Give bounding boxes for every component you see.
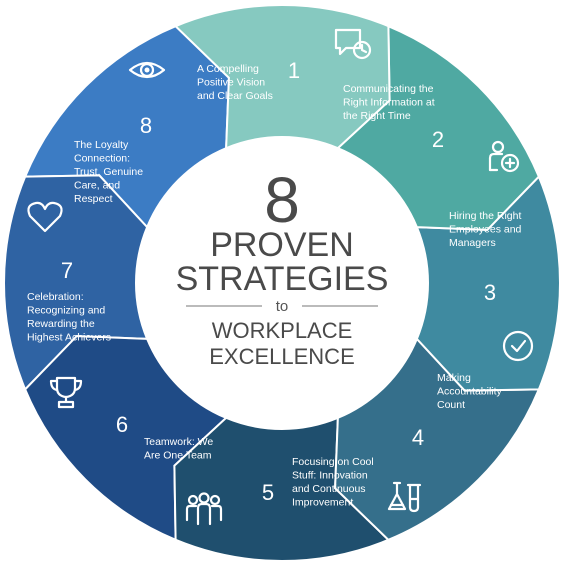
segment-7-label-line: Celebration: bbox=[27, 291, 84, 303]
segment-5-label: Focusing on Cool Stuff: Innovation and Con… bbox=[292, 456, 374, 509]
team-icon bbox=[185, 492, 223, 526]
segment-1-label-line: Positive Vision bbox=[197, 77, 265, 89]
segment-1-number: 1 bbox=[288, 58, 300, 83]
segment-4-label-line: Accountability bbox=[437, 386, 503, 398]
segment-4-number: 4 bbox=[412, 425, 424, 450]
segment-7-number: 7 bbox=[61, 258, 73, 283]
center-connector: to bbox=[276, 298, 289, 315]
segment-5-label-line: Focusing on Cool bbox=[292, 456, 374, 468]
segment-4-label-line: Making bbox=[437, 372, 471, 384]
segment-5-label-line: Improvement bbox=[292, 497, 353, 509]
segment-7-label-line: Recognizing and bbox=[27, 305, 105, 317]
segment-6-label-line: Teamwork: We bbox=[144, 436, 213, 448]
center-number: 8 bbox=[264, 164, 300, 236]
center-line-excellence: EXCELLENCE bbox=[209, 344, 355, 369]
segment-8-label-line: Respect bbox=[74, 193, 113, 205]
segment-3-label: Hiring the Right Employees and Managers bbox=[449, 210, 522, 249]
segment-5-label-line: Stuff: Innovation bbox=[292, 470, 368, 482]
segment-5-label-line: and Continuous bbox=[292, 483, 366, 495]
segment-1-label-line: A Compelling bbox=[197, 63, 259, 75]
chat-clock-icon bbox=[334, 28, 372, 60]
segment-8-label-line: Trust, Genuine bbox=[74, 166, 143, 178]
segment-7-label-line: Rewarding the bbox=[27, 318, 95, 330]
segment-7 bbox=[3, 174, 149, 392]
segment-2-label: Communicating the Right Information at the… bbox=[343, 83, 435, 122]
segment-2-number: 2 bbox=[432, 127, 444, 152]
center-circle bbox=[140, 141, 424, 425]
checkmark-icon bbox=[502, 330, 534, 362]
segment-8-label-line: The Loyalty bbox=[74, 139, 129, 151]
segment-2-label-line: the Right Time bbox=[343, 110, 411, 122]
segment-8-number: 8 bbox=[140, 113, 152, 138]
segment-2 bbox=[336, 24, 541, 231]
segment-1-label-line: and Clear Goals bbox=[197, 90, 273, 102]
center-line-strategies: STRATEGIES bbox=[176, 260, 389, 298]
wheel-icons bbox=[27, 28, 534, 526]
segment-3-number: 3 bbox=[484, 280, 496, 305]
segment-1-label: A Compelling Positive Vision and Clear Goa… bbox=[197, 63, 273, 102]
trophy-icon bbox=[49, 376, 83, 409]
segment-8-label-line: Care, and bbox=[74, 180, 120, 192]
center-line-proven: PROVEN bbox=[210, 226, 354, 264]
heart-icon bbox=[27, 201, 63, 233]
segment-8-label-line: Connection: bbox=[74, 153, 130, 165]
segment-7-label: Celebration: Recognizing and Rewarding the… bbox=[27, 291, 111, 344]
eye-icon bbox=[128, 61, 166, 79]
lab-flask-icon bbox=[387, 481, 422, 513]
segment-5 bbox=[173, 416, 391, 563]
segment-4 bbox=[334, 337, 541, 542]
segment-3 bbox=[415, 174, 562, 392]
segment-2-label-line: Communicating the bbox=[343, 83, 434, 95]
center-line-workplace: WORKPLACE bbox=[212, 318, 353, 343]
segment-8-label: The Loyalty Connection: Trust, Genuine Care… bbox=[74, 139, 143, 205]
segment-6-label: Teamwork: We Are One Team bbox=[144, 436, 213, 462]
segment-4-label: Making Accountability Count bbox=[437, 372, 503, 411]
segment-6-label-line: Are One Team bbox=[144, 450, 212, 462]
segment-3-label-line: Hiring the Right bbox=[449, 210, 521, 222]
add-person-icon bbox=[488, 140, 520, 173]
segment-6-number: 6 bbox=[116, 412, 128, 437]
segment-3-label-line: Managers bbox=[449, 237, 496, 249]
segment-2-label-line: Right Information at bbox=[343, 97, 435, 109]
wheel-labels: A Compelling Positive Vision and Clear Goa… bbox=[27, 58, 522, 509]
segment-4-label-line: Count bbox=[437, 399, 465, 411]
segment-7-label-line: Highest Achievers bbox=[27, 332, 111, 344]
segment-5-number: 5 bbox=[262, 480, 274, 505]
segment-3-label-line: Employees and bbox=[449, 224, 522, 236]
